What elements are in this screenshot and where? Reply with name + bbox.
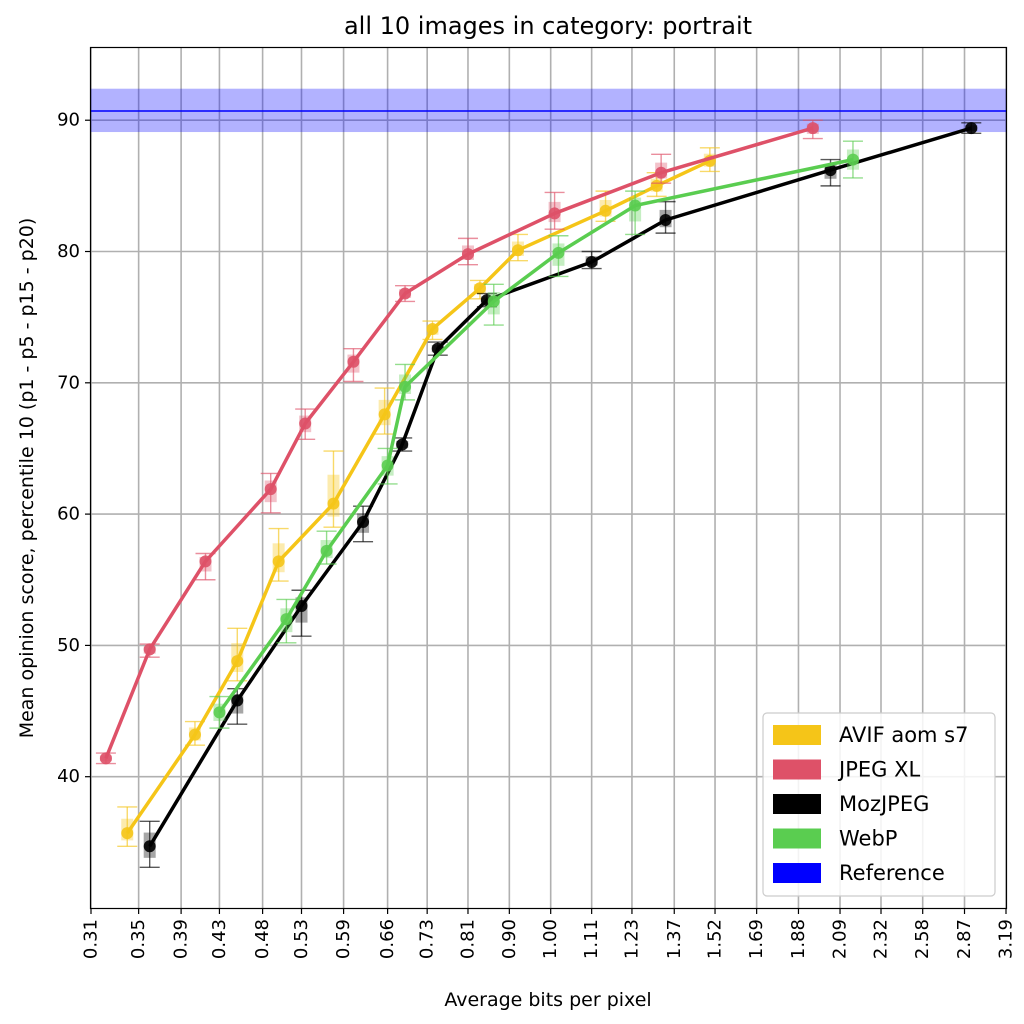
legend-label: JPEG XL <box>837 758 920 782</box>
data-point <box>426 322 439 335</box>
data-point <box>806 122 819 135</box>
x-tick-label: 3.19 <box>996 919 1017 959</box>
legend-label: Reference <box>839 861 945 885</box>
y-tick-label: 80 <box>57 241 80 262</box>
data-point <box>381 459 394 472</box>
data-point <box>143 840 156 853</box>
chart-title: all 10 images in category: portrait <box>344 12 752 40</box>
data-point <box>659 214 672 226</box>
legend-label: AVIF aom s7 <box>839 723 969 747</box>
x-tick-label: 2.87 <box>954 919 975 959</box>
data-point <box>629 199 642 212</box>
data-point <box>552 246 565 259</box>
x-tick-label: 0.35 <box>128 919 149 959</box>
data-point <box>199 555 212 568</box>
series-webp <box>209 140 863 729</box>
x-tick-label: 0.43 <box>209 919 230 959</box>
x-tick-label: 2.32 <box>871 919 892 959</box>
x-tick-label: 1.23 <box>621 919 642 959</box>
x-tick-label: 0.48 <box>252 919 273 959</box>
x-tick-label: 0.31 <box>81 919 102 959</box>
x-tick-label: 1.88 <box>788 919 809 959</box>
series-line <box>104 126 814 759</box>
x-axis-label: Average bits per pixel <box>444 989 651 1011</box>
data-point <box>327 497 340 510</box>
data-point <box>231 655 244 668</box>
data-point <box>396 438 409 451</box>
x-tick-label: 0.66 <box>377 919 398 959</box>
data-point <box>231 694 244 707</box>
legend-label: MozJPEG <box>839 792 929 816</box>
data-point <box>347 355 360 368</box>
x-tick-label: 1.52 <box>705 919 726 959</box>
legend-label: WebP <box>839 827 897 851</box>
data-point <box>272 555 285 568</box>
data-point <box>320 544 333 557</box>
data-point <box>143 643 156 656</box>
y-axis-label: Mean opinion score, percentile 10 (p1 - … <box>16 218 38 739</box>
x-axis: 0.31 0.35 0.39 0.43 0.48 0.53 0.59 0.66 0.73 0.81… <box>81 908 1017 959</box>
data-point <box>548 207 561 220</box>
x-tick-label: 1.37 <box>664 919 685 959</box>
data-point <box>399 380 412 393</box>
legend-swatch <box>773 794 821 814</box>
legend-swatch <box>773 725 821 745</box>
data-point <box>99 752 112 765</box>
data-point <box>121 827 134 840</box>
y-tick-label: 70 <box>57 372 80 393</box>
data-point <box>585 256 598 269</box>
data-point <box>188 728 201 741</box>
data-point <box>280 613 293 626</box>
x-tick-label: 1.69 <box>746 919 767 959</box>
data-point <box>264 483 277 496</box>
data-point <box>824 164 837 177</box>
data-point <box>487 295 500 308</box>
series-line <box>125 159 711 835</box>
data-point <box>655 166 668 179</box>
x-tick-label: 0.81 <box>457 919 478 959</box>
x-tick-label: 1.00 <box>540 919 561 959</box>
data-point <box>399 287 412 300</box>
legend-swatch <box>773 759 821 780</box>
x-tick-label: 2.58 <box>912 919 933 959</box>
data-point <box>213 706 226 719</box>
series-jpeg-xl <box>95 119 823 765</box>
y-tick-label: 60 <box>57 504 80 525</box>
y-tick-label: 40 <box>57 766 80 787</box>
data-point <box>378 408 391 421</box>
data-point <box>461 248 474 261</box>
plot-frame <box>89 46 1008 910</box>
x-tick-label: 0.53 <box>291 919 312 959</box>
x-tick-label: 2.09 <box>830 919 851 959</box>
data-point <box>846 153 859 166</box>
legend-box <box>762 712 996 897</box>
y-tick-label: 50 <box>57 635 80 656</box>
legend: AVIF aom s7 JPEG XL MozJPEG WebP Reference <box>762 712 996 897</box>
data-point <box>357 515 370 528</box>
data-point <box>295 600 308 613</box>
x-tick-label: 0.73 <box>417 919 438 959</box>
data-point <box>299 417 312 430</box>
x-tick-label: 0.59 <box>333 919 354 959</box>
series-avif-aom-s7 <box>117 147 720 847</box>
data-point <box>473 282 486 295</box>
y-axis: 40 50 60 70 80 90 <box>57 110 91 787</box>
legend-swatch <box>773 863 821 883</box>
legend-swatch <box>773 828 821 849</box>
x-tick-label: 0.90 <box>499 919 520 959</box>
reference-band <box>91 88 1006 133</box>
y-tick-label: 90 <box>57 110 80 131</box>
data-point <box>511 244 524 257</box>
series-layer <box>95 119 982 868</box>
data-point <box>599 204 612 217</box>
x-tick-label: 1.11 <box>581 919 602 959</box>
data-point <box>965 122 978 135</box>
x-tick-label: 0.39 <box>171 919 192 959</box>
